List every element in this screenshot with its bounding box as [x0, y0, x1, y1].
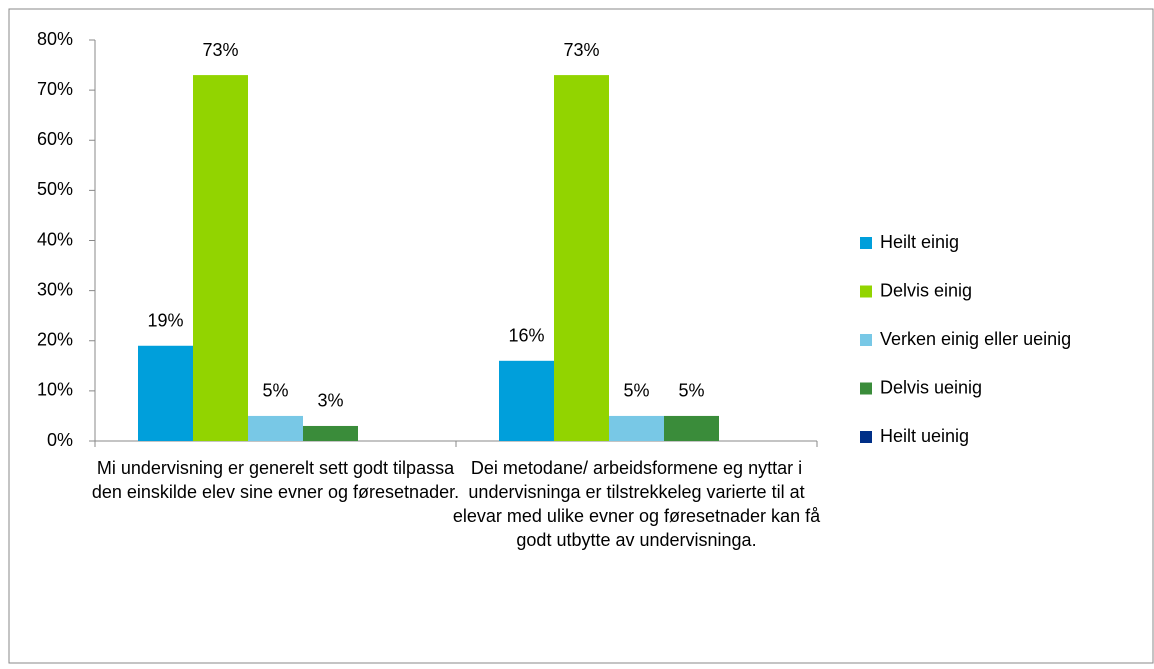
y-tick-label: 80%: [37, 29, 73, 49]
x-tick-label-box: Dei metodane/ arbeidsformene eg nyttar i…: [452, 458, 821, 550]
y-tick-label: 0%: [47, 430, 73, 450]
bar: [303, 425, 358, 441]
data-label: 3%: [317, 391, 343, 411]
y-tick-label: 40%: [37, 229, 73, 249]
bar: [499, 360, 554, 441]
data-label: 16%: [508, 326, 544, 346]
legend-label: Delvis einig: [880, 280, 972, 300]
data-label: 19%: [147, 311, 183, 331]
legend-label: Heilt ueinig: [880, 426, 969, 446]
data-label: 5%: [262, 381, 288, 401]
legend-label: Verken einig eller ueinig: [880, 329, 1071, 349]
y-tick-label: 50%: [37, 179, 73, 199]
legend-swatch: [860, 382, 872, 395]
y-tick-label: 10%: [37, 380, 73, 400]
bar: [248, 415, 303, 441]
y-tick-label: 70%: [37, 79, 73, 99]
legend-swatch: [860, 431, 872, 443]
bar: [664, 415, 719, 441]
legend-swatch: [860, 334, 872, 346]
y-tick-label: 30%: [37, 279, 73, 299]
bar: [554, 75, 609, 442]
data-label: 73%: [202, 40, 238, 60]
data-label: 5%: [678, 381, 704, 401]
x-tick-label: Mi undervisning er generelt sett godt ti…: [91, 458, 460, 502]
legend-swatch: [860, 285, 872, 298]
bar: [609, 415, 664, 441]
legend-label: Heilt einig: [880, 232, 959, 252]
x-tick-label: Dei metodane/ arbeidsformene eg nyttar i…: [452, 458, 821, 550]
data-label: 73%: [563, 40, 599, 60]
legend-swatch: [860, 237, 872, 249]
bar: [193, 75, 248, 442]
data-label: 5%: [623, 381, 649, 401]
y-tick-label: 60%: [37, 129, 73, 149]
bar: [138, 345, 193, 441]
y-tick-label: 20%: [37, 330, 73, 350]
legend-label: Delvis ueinig: [880, 377, 982, 397]
x-tick-label-box: Mi undervisning er generelt sett godt ti…: [91, 458, 460, 502]
